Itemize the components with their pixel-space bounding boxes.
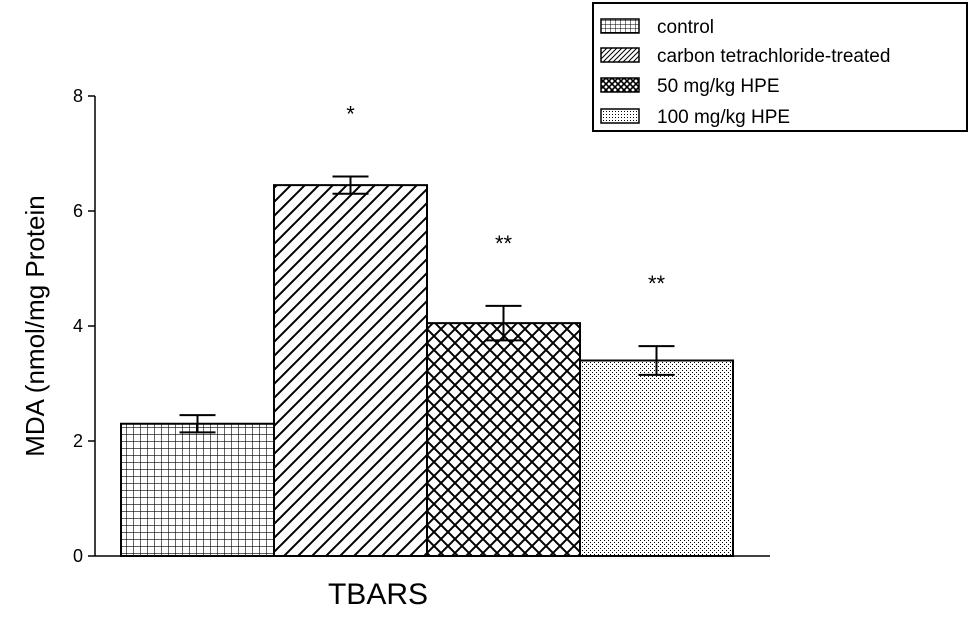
legend-swatch: [600, 77, 640, 93]
y-tick-label: 8: [73, 86, 83, 106]
legend-label: 50 mg/kg HPE: [657, 76, 780, 97]
legend-swatch: [600, 47, 640, 63]
bar: [579, 359, 734, 557]
y-axis-title: MDA (nmol/mg Protein: [20, 195, 50, 457]
y-axis: 0 2 4 6 8: [73, 86, 96, 566]
legend-label: carbon tetrachloride-treated: [657, 46, 890, 67]
legend: control carbon tetrachloride-treated 50 mg…: [592, 2, 968, 132]
y-tick-label: 0: [73, 546, 83, 566]
legend-swatch: [600, 108, 640, 124]
legend-label: control: [657, 17, 714, 38]
significance-label: **: [648, 271, 666, 296]
significance-label: **: [495, 231, 513, 256]
bars: *****: [120, 102, 734, 557]
bar: [120, 422, 275, 557]
bar: [273, 184, 428, 557]
x-axis-title: TBARS: [328, 578, 428, 611]
legend-box: [592, 2, 968, 132]
significance-label: *: [346, 102, 355, 127]
legend-swatch: [600, 18, 640, 34]
y-tick-label: 6: [73, 201, 83, 221]
legend-label: 100 mg/kg HPE: [657, 107, 790, 128]
bar: [426, 322, 581, 557]
y-tick-label: 4: [73, 316, 83, 336]
y-tick-label: 2: [73, 431, 83, 451]
